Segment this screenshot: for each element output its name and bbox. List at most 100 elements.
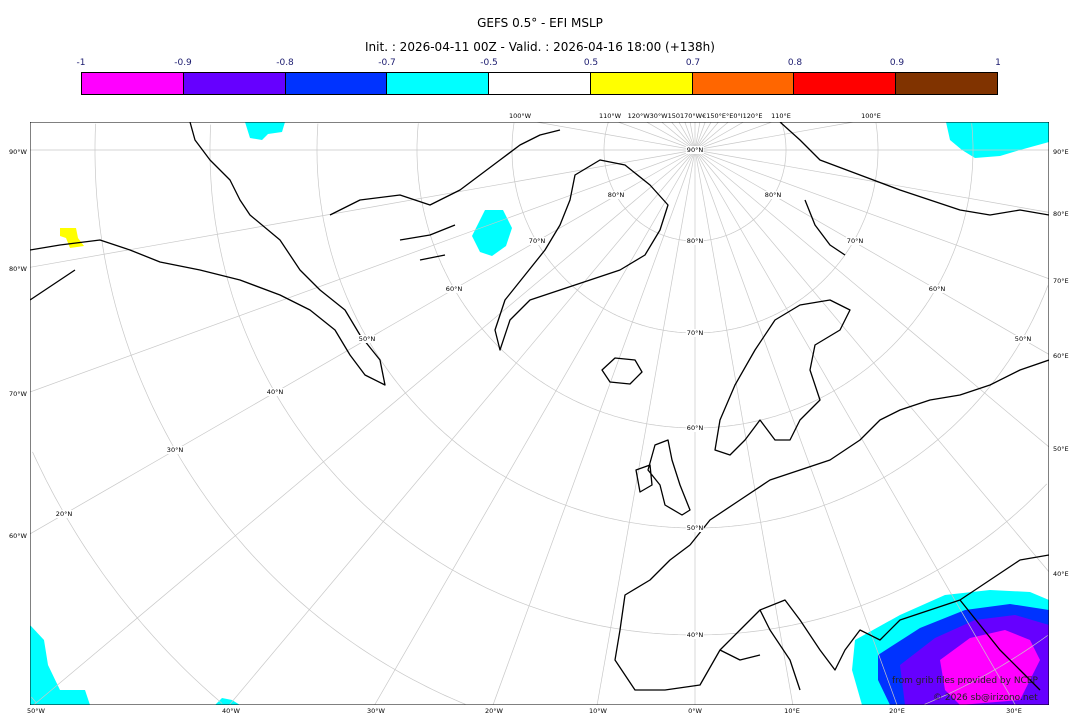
data-credit: from grib files provided by NCEP [892,676,1038,686]
lon-label: 90°E [1053,148,1069,156]
lon-label: 50°E [1053,445,1069,453]
colorbar-segment [387,73,490,94]
meridian-line [694,122,854,151]
lon-label: 10°W [589,707,607,715]
meridian-line [694,122,706,151]
map-title: GEFS 0.5° - EFI MSLP [477,16,603,30]
latitude-circle [971,123,974,150]
latitude-circle [875,122,879,150]
coastline-alaska [30,269,76,301]
latitude-circle [511,122,879,334]
lat-label: 80°N [685,237,705,245]
coastlines [30,122,1049,691]
lon-label: 90°W [9,148,27,156]
meridian-line [694,122,712,151]
lat-label: 30°N [165,446,185,454]
meridian-line [689,122,696,151]
meridian-line [694,122,744,151]
colorbar-segment [590,73,693,94]
lon-label: 60°W [9,532,27,540]
latitude-circle [94,123,466,705]
lat-label: 80°N [763,191,783,199]
efi-area-cyan [946,122,1049,158]
meridian-line [694,149,1049,573]
lon-label: 80°E [1053,210,1069,218]
lon-label: 30°W [367,707,385,715]
coastline-asia [779,122,1049,256]
meridian-line [694,122,719,151]
lon-label: 120°W30°W150170°W€150°E°E0°I120°E [627,112,763,120]
lon-label: 70°E [1053,277,1069,285]
graticule [30,122,1049,705]
lat-label: 80°N [606,191,626,199]
lon-label: 100°E [861,112,881,120]
meridian-line [617,122,696,151]
coastline-north-america [30,122,386,386]
meridian-line [694,149,1049,355]
efi-area-cyan [30,625,90,705]
meridian-line [596,149,696,705]
colorbar-label: -0.8 [276,58,294,68]
lat-label: 50°N [357,335,377,343]
colorbar-label: -0.7 [378,58,396,68]
meridian-line [684,122,696,151]
coastline-greenland [494,159,669,351]
lat-label: 60°N [685,424,705,432]
latitude-circle [209,124,1048,636]
lon-label: 80°W [9,265,27,273]
coastline-canadian-arctic [329,129,561,261]
colorbar-label: 0.7 [685,58,701,68]
lon-label: 100°W [508,112,532,120]
latitude-circle [316,123,1049,529]
colorbar-segment [794,73,897,94]
lon-label: 40°W [222,707,240,715]
latitude-circle [924,635,1048,705]
lon-label: 0°W [688,707,702,715]
lat-label: 70°N [685,329,705,337]
meridian-line [694,122,701,151]
efi-area-cyan [245,122,285,140]
meridian-line [678,122,696,151]
efi-area-cyan [472,210,512,256]
latitude-circle [32,451,223,704]
meridian-line [229,149,696,705]
lat-label: 20°N [54,510,74,518]
lon-label: 70°W [9,390,27,398]
colorbar-segment [692,73,795,94]
lat-label: 60°N [444,285,464,293]
meridian-line [374,149,696,705]
coastline-uk [635,439,691,516]
meridian-line [33,149,696,705]
meridian-line [694,149,1049,448]
lon-label: 30°E [1006,707,1022,715]
meridian-line [661,122,696,151]
colorbar-label: 0.5 [583,58,599,68]
meridian-line [492,149,696,705]
efi-area-magenta [940,630,1040,705]
meridian-line [694,149,1016,705]
colorbar-label: 0.9 [889,58,905,68]
colorbar-label: -0.5 [480,58,498,68]
meridian-line [694,149,1049,213]
colorbar-segment [489,73,591,94]
map-canvas [30,122,1049,705]
efi-fill-areas [30,122,1049,705]
lat-label: 90°N [685,146,705,154]
lon-label: 110°E [771,112,791,120]
meridian-line [30,149,696,393]
meridian-line [671,122,696,151]
lat-label: 60°N [927,285,947,293]
coastline-iceland [601,357,643,385]
meridian-line [694,149,794,705]
coastline-europe [614,359,1049,691]
lat-label: 50°N [1013,335,1033,343]
lon-label: 60°E [1053,352,1069,360]
coastline-mediterranean [719,599,1041,691]
colorbar-label: 1 [995,58,1001,68]
latitude-circle [781,122,787,150]
colorbar-label: -0.9 [174,58,192,68]
meridian-line [694,122,773,151]
latitude-circle [603,122,787,242]
colorbar-label: -1 [76,58,86,68]
